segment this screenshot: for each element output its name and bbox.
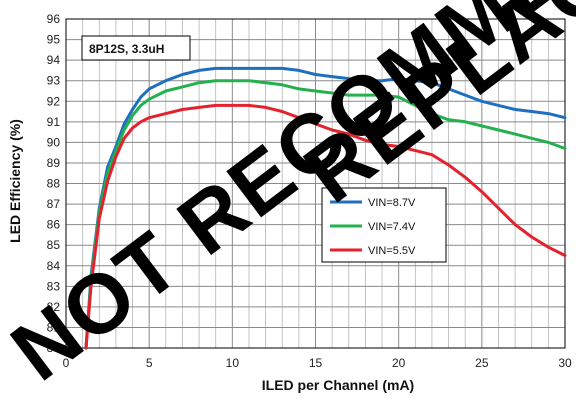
legend: VIN=8.7V VIN=7.4V VIN=5.5V [321,187,447,263]
y-tick-label: 89 [47,156,61,170]
y-tick-label: 81 [47,320,61,334]
series-line-vin-7-4v [84,79,567,350]
x-tick-label: 15 [309,356,323,370]
y-tick-label: 96 [47,12,61,26]
y-tick-label: 80 [47,341,61,355]
y-tick-label: 88 [47,177,61,191]
x-axis-title: ILED per Channel (mA) [262,377,414,393]
x-tick-label: 30 [558,356,572,370]
legend-label: VIN=8.7V [368,197,416,209]
annotation-frame [81,35,191,61]
y-tick-label: 84 [47,259,61,273]
y-tick-label: 92 [47,94,61,108]
y-tick-label: 94 [47,53,61,67]
plot-frame [65,18,566,349]
x-tick-label: 20 [392,356,406,370]
y-tick-label: 82 [47,300,61,314]
x-tick-labels: 0 5 10 15 20 25 30 [63,356,572,370]
y-tick-label: 93 [47,74,61,88]
legend-label: VIN=5.5V [368,245,416,257]
y-tick-label: 87 [47,197,61,211]
y-tick-label: 83 [47,279,61,293]
y-tick-label: 95 [47,33,61,47]
legend-label: VIN=7.4V [368,221,416,233]
x-tick-label: 25 [475,356,489,370]
y-tick-label: 86 [47,218,61,232]
y-tick-labels: 80 81 82 83 84 85 86 87 88 89 90 91 92 93 94 95 96 [47,12,61,355]
x-tick-label: 10 [226,356,240,370]
y-tick-label: 91 [47,115,61,129]
annotation-text: 8P12S, 3.3uH [89,42,164,56]
x-tick-label: 0 [63,356,70,370]
x-tick-label: 5 [146,356,153,370]
y-tick-label: 85 [47,238,61,252]
annotation-box: 8P12S, 3.3uH [81,35,191,61]
y-tick-label: 90 [47,135,61,149]
y-axis-title: LED Efficiency (%) [7,119,23,243]
series-layer [84,66,567,350]
series-line-vin-5-5v [84,103,567,350]
series-line-vin-8-7v [84,66,567,350]
